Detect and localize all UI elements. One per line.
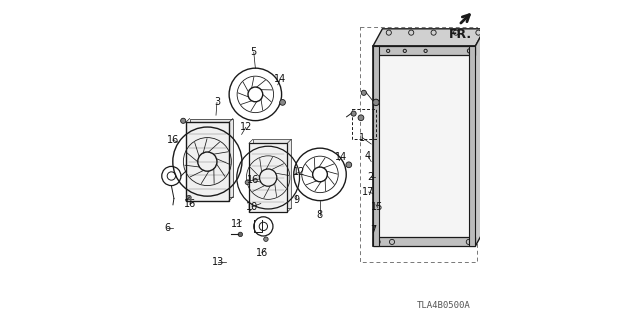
Text: 3: 3	[214, 97, 220, 108]
Bar	[360, 27, 477, 262]
Polygon shape	[475, 29, 485, 246]
Polygon shape	[189, 118, 233, 197]
Text: 15: 15	[371, 202, 384, 212]
Circle shape	[264, 237, 268, 242]
Text: 7: 7	[370, 225, 376, 235]
Circle shape	[280, 100, 285, 105]
Circle shape	[346, 162, 352, 168]
Text: 12: 12	[239, 122, 252, 132]
Text: 8: 8	[317, 210, 323, 220]
Text: 16: 16	[184, 199, 196, 209]
Text: 6: 6	[164, 223, 170, 233]
Bar	[470, 46, 475, 246]
Text: 13: 13	[212, 257, 225, 268]
Circle shape	[245, 180, 250, 185]
Text: FR.: FR.	[449, 28, 472, 41]
Text: 17: 17	[362, 187, 375, 197]
Polygon shape	[372, 29, 485, 46]
Bar	[372, 46, 379, 246]
Text: 14: 14	[274, 74, 286, 84]
Circle shape	[362, 90, 367, 95]
Bar	[372, 46, 475, 55]
Text: 16: 16	[166, 135, 179, 145]
Polygon shape	[249, 143, 287, 212]
Bar	[372, 237, 475, 246]
Text: 10: 10	[246, 202, 259, 212]
Text: 5: 5	[251, 47, 257, 57]
Text: 9: 9	[293, 195, 299, 205]
Text: 4: 4	[365, 151, 371, 161]
Text: 12: 12	[293, 167, 305, 177]
Text: 16: 16	[246, 175, 259, 185]
Text: 11: 11	[230, 219, 243, 229]
Bar	[372, 46, 475, 246]
Text: 2: 2	[367, 172, 374, 182]
Text: TLA4B0500A: TLA4B0500A	[417, 301, 470, 310]
Text: 16: 16	[255, 248, 268, 258]
Text: 14: 14	[335, 152, 348, 163]
Text: 1: 1	[359, 132, 365, 143]
Bar	[352, 109, 376, 139]
Polygon shape	[253, 140, 291, 208]
Circle shape	[351, 111, 356, 116]
Polygon shape	[186, 122, 229, 201]
Circle shape	[372, 99, 379, 106]
Circle shape	[238, 232, 243, 237]
Circle shape	[187, 195, 191, 200]
Circle shape	[180, 118, 186, 123]
Circle shape	[358, 115, 364, 121]
